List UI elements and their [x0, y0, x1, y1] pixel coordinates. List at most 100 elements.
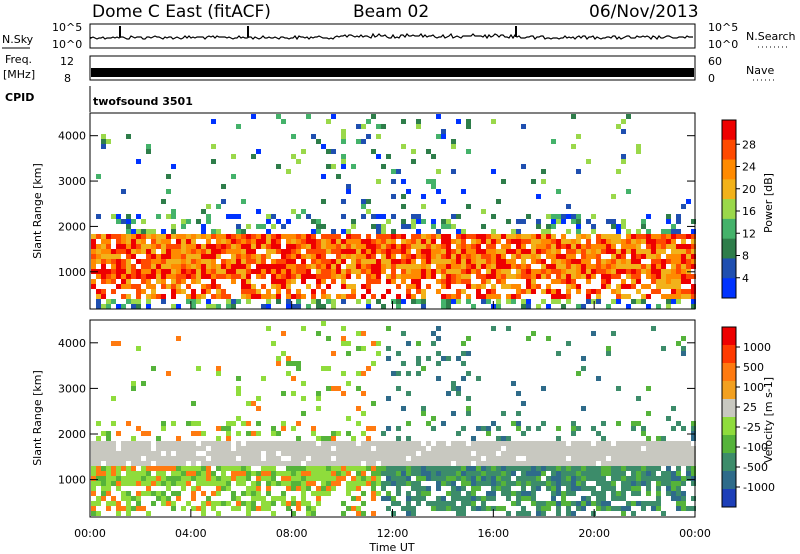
heatmap-cell [261, 259, 266, 264]
heatmap-cell [206, 451, 211, 456]
heatmap-cell [551, 259, 556, 264]
heatmap-cell [591, 289, 596, 294]
heatmap-cell [466, 269, 471, 274]
heatmap-cell [286, 284, 291, 289]
heatmap-cell [616, 224, 621, 229]
heatmap-cell [296, 451, 301, 456]
heatmap-cell [631, 451, 636, 456]
heatmap-cell [686, 456, 691, 461]
heatmap-cell [431, 179, 436, 184]
heatmap-cell [516, 269, 521, 274]
heatmap-cell [526, 274, 531, 279]
heatmap-cell [531, 451, 536, 456]
heatmap-cell [361, 511, 366, 516]
heatmap-cell [516, 219, 521, 224]
heatmap-cell [356, 506, 361, 511]
heatmap-cell [611, 456, 616, 461]
heatmap-cell [96, 511, 101, 516]
heatmap-cell [576, 486, 581, 491]
heatmap-cell [391, 496, 396, 501]
heatmap-cell [451, 381, 456, 386]
heatmap-cell [306, 274, 311, 279]
heatmap-cell [426, 239, 431, 244]
heatmap-cell [131, 436, 136, 441]
heatmap-cell [541, 229, 546, 234]
heatmap-cell [591, 471, 596, 476]
heatmap-cell [466, 351, 471, 356]
heatmap-cell [486, 259, 491, 264]
heatmap-cell [406, 244, 411, 249]
heatmap-cell [106, 234, 111, 239]
heatmap-cell [311, 274, 316, 279]
heatmap-cell [346, 184, 351, 189]
heatmap-cell [231, 174, 236, 179]
heatmap-cell [116, 456, 121, 461]
heatmap-cell [96, 501, 101, 506]
heatmap-cell [491, 486, 496, 491]
heatmap-cell [271, 274, 276, 279]
heatmap-cell [191, 491, 196, 496]
heatmap-cell [486, 269, 491, 274]
heatmap-cell [286, 294, 291, 299]
heatmap-cell [216, 229, 221, 234]
heatmap-cell [341, 511, 346, 516]
heatmap-cell [421, 289, 426, 294]
heatmap-cell [301, 466, 306, 471]
heatmap-cell [616, 124, 621, 129]
heatmap-cell [116, 304, 121, 309]
heatmap-cell [481, 274, 486, 279]
heatmap-cell [641, 506, 646, 511]
heatmap-cell [171, 209, 176, 214]
heatmap-cell [396, 486, 401, 491]
heatmap-cell [226, 451, 231, 456]
heatmap-cell [501, 259, 506, 264]
heatmap-cell [586, 279, 591, 284]
heatmap-cell [136, 159, 141, 164]
heatmap-cell [181, 254, 186, 259]
heatmap-cell [576, 234, 581, 239]
heatmap-cell [131, 269, 136, 274]
heatmap-cell [631, 279, 636, 284]
heatmap-cell [431, 506, 436, 511]
heatmap-cell [531, 446, 536, 451]
heatmap-cell [356, 406, 361, 411]
heatmap-cell [361, 264, 366, 269]
heatmap-cell [511, 274, 516, 279]
heatmap-cell [661, 294, 666, 299]
heatmap-cell [306, 476, 311, 481]
heatmap-cell [406, 254, 411, 259]
heatmap-cell [631, 501, 636, 506]
heatmap-cell [276, 249, 281, 254]
heatmap-cell [401, 451, 406, 456]
heatmap-cell [151, 366, 156, 371]
heatmap-cell [386, 476, 391, 481]
heatmap-cell [481, 426, 486, 431]
heatmap-cell [671, 299, 676, 304]
heatmap-cell [446, 501, 451, 506]
heatmap-cell [586, 471, 591, 476]
heatmap-cell [631, 259, 636, 264]
heatmap-cell [511, 466, 516, 471]
y-tick-label: 2000 [58, 220, 86, 233]
heatmap-cell [526, 299, 531, 304]
heatmap-cell [406, 189, 411, 194]
heatmap-cell [681, 441, 686, 446]
colorbar-tick-label: 12 [742, 227, 756, 240]
heatmap-cell [636, 264, 641, 269]
heatmap-cell [126, 244, 131, 249]
heatmap-cell [151, 239, 156, 244]
heatmap-cell [616, 451, 621, 456]
heatmap-cell [376, 269, 381, 274]
heatmap-cell [611, 194, 616, 199]
heatmap-cell [561, 219, 566, 224]
heatmap-cell [681, 336, 686, 341]
heatmap-cell [431, 466, 436, 471]
heatmap-cell [241, 456, 246, 461]
heatmap-cell [346, 254, 351, 259]
heatmap-cell [621, 159, 626, 164]
heatmap-cell [256, 446, 261, 451]
heatmap-cell [386, 346, 391, 351]
heatmap-cell [671, 456, 676, 461]
heatmap-cell [116, 284, 121, 289]
heatmap-cell [316, 491, 321, 496]
